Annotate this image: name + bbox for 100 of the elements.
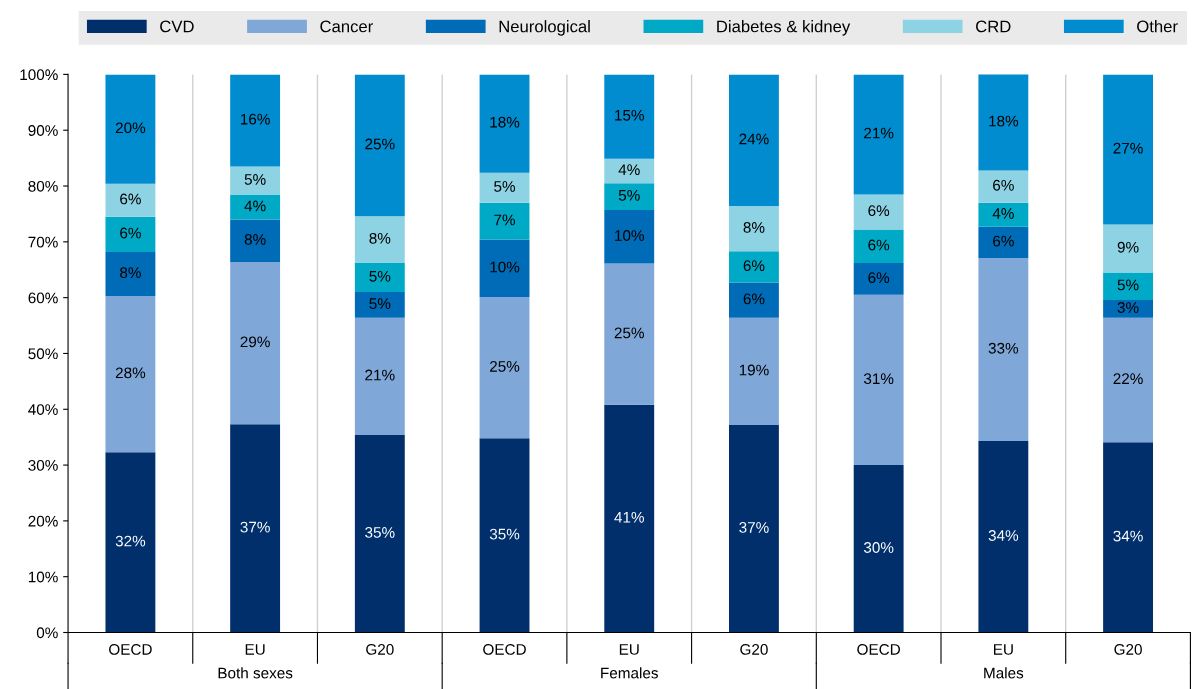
data-label: 5%	[369, 270, 391, 282]
data-label: 34%	[1113, 530, 1143, 542]
bar	[230, 74, 281, 167]
data-label: 4%	[618, 164, 640, 175]
data-label: 8%	[120, 267, 141, 279]
bar	[479, 74, 530, 173]
bar	[354, 434, 405, 633]
bar	[1103, 442, 1154, 633]
data-label: 31%	[863, 373, 894, 385]
y-tick-label: 40%	[28, 404, 58, 415]
bar	[604, 404, 655, 633]
legend-label: CRD	[976, 20, 1011, 33]
bar	[1103, 272, 1154, 300]
data-label: 33%	[988, 342, 1019, 354]
y-tick-label: 100%	[20, 69, 58, 81]
data-label: 18%	[490, 116, 520, 128]
bar	[978, 258, 1029, 442]
x-tick-label: G20	[1114, 644, 1142, 655]
data-label: 22%	[1113, 373, 1143, 385]
data-label: 19%	[739, 364, 769, 376]
bar	[354, 216, 405, 264]
bar	[978, 441, 1029, 633]
bar	[729, 206, 779, 252]
bar	[978, 202, 1029, 227]
data-label: 4%	[992, 208, 1014, 219]
y-tick-label: 0%	[36, 627, 58, 639]
bar	[1103, 224, 1154, 273]
bar	[853, 74, 904, 195]
data-label: 10%	[490, 261, 520, 273]
text: Males	[984, 667, 1024, 679]
bar	[853, 263, 904, 295]
data-label: 35%	[489, 528, 520, 540]
bar	[1103, 74, 1154, 225]
data-label: 3%	[1117, 302, 1139, 313]
legend-label: Other	[1137, 20, 1178, 33]
bar	[479, 297, 530, 439]
bar	[105, 183, 156, 217]
bar	[604, 158, 655, 184]
x-tick-label: EU	[619, 644, 639, 655]
bar	[479, 202, 530, 240]
data-label: 20%	[115, 122, 146, 134]
bar	[729, 282, 779, 318]
data-label: 34%	[988, 530, 1019, 541]
data-label: 8%	[244, 234, 266, 245]
bar	[479, 172, 530, 203]
data-label: 5%	[244, 174, 266, 185]
legend-label: Cancer	[320, 20, 373, 33]
bar	[354, 292, 405, 318]
bar	[729, 251, 779, 283]
bar	[729, 74, 779, 207]
data-label: 7%	[494, 214, 516, 226]
bar	[729, 317, 779, 425]
bar	[230, 166, 281, 195]
data-label: 5%	[494, 181, 516, 192]
data-label: 25%	[614, 327, 644, 339]
data-label: 4%	[244, 200, 266, 212]
data-label: 25%	[490, 360, 520, 372]
data-label: 9%	[1117, 241, 1139, 253]
bar	[853, 294, 904, 466]
bar	[978, 74, 1029, 171]
x-tick-label: OECD	[857, 644, 900, 655]
bar	[729, 424, 779, 633]
y-tick-label: 60%	[28, 292, 58, 304]
data-label: 30%	[863, 542, 894, 553]
bar	[105, 452, 156, 633]
bar	[978, 226, 1029, 259]
data-label: 28%	[115, 367, 146, 379]
bar	[230, 424, 281, 633]
bar	[1103, 299, 1154, 318]
bar	[604, 74, 655, 159]
legend-label: Neurological	[499, 20, 590, 36]
data-label: 21%	[365, 369, 395, 381]
data-label: 35%	[365, 527, 395, 538]
bar	[105, 74, 156, 184]
data-label: 6%	[868, 205, 890, 217]
x-tick-label: OECD	[483, 644, 526, 655]
data-label: 10%	[615, 230, 644, 241]
data-label: 6%	[120, 227, 141, 239]
data-label: 8%	[369, 232, 391, 244]
data-label: 21%	[864, 127, 894, 139]
bar	[354, 263, 405, 293]
data-label: 16%	[240, 113, 270, 125]
bar	[479, 438, 530, 633]
bar	[230, 261, 281, 425]
bar	[853, 229, 904, 264]
bar	[354, 317, 405, 435]
bar	[105, 251, 156, 296]
y-tick-label: 50%	[28, 348, 58, 360]
x-tick-label: EU	[245, 644, 265, 655]
data-label: 25%	[365, 138, 395, 150]
data-label: 5%	[1117, 279, 1139, 291]
bar	[853, 194, 904, 230]
y-tick-label: 70%	[28, 236, 58, 248]
y-tick-label: 20%	[28, 515, 58, 527]
data-label: 37%	[739, 521, 769, 533]
data-label: 5%	[618, 189, 640, 201]
data-label: 18%	[989, 115, 1019, 127]
x-tick-label: OECD	[109, 644, 152, 655]
data-label: 15%	[615, 109, 644, 121]
bar	[105, 216, 156, 252]
